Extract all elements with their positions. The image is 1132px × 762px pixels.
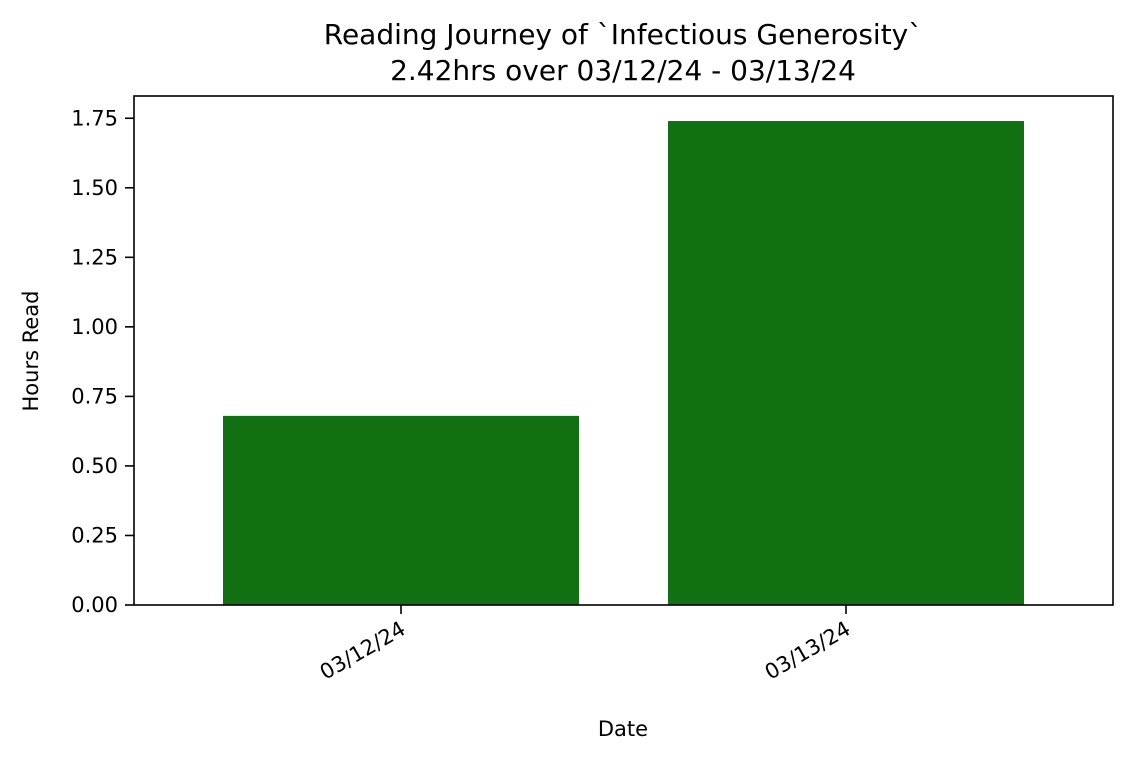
x-tick-label-1: 03/13/24 bbox=[761, 617, 855, 685]
chart-subtitle: 2.42hrs over 03/12/24 - 03/13/24 bbox=[390, 54, 856, 87]
x-axis-label: Date bbox=[598, 717, 648, 741]
y-tick-label-1: 0.25 bbox=[71, 523, 118, 547]
bars-group bbox=[223, 121, 1024, 606]
bar-0 bbox=[223, 415, 579, 605]
x-tick-label-0: 03/12/24 bbox=[316, 617, 410, 685]
y-tick-label-7: 1.75 bbox=[71, 106, 118, 130]
bar-1 bbox=[668, 121, 1024, 606]
y-tick-label-6: 1.50 bbox=[71, 176, 118, 200]
y-tick-label-2: 0.50 bbox=[71, 454, 118, 478]
plot-frame bbox=[133, 95, 1114, 606]
y-tick-label-4: 1.00 bbox=[71, 315, 118, 339]
chart-title: Reading Journey of `Infectious Generosit… bbox=[324, 18, 923, 51]
x-axis-ticks: 03/12/24 03/13/24 bbox=[316, 605, 855, 684]
y-tick-label-5: 1.25 bbox=[71, 245, 118, 269]
y-tick-label-0: 0.00 bbox=[71, 593, 118, 617]
y-axis-ticks: 0.00 0.25 0.50 0.75 1.00 1.25 1.50 1.75 bbox=[71, 106, 134, 617]
y-axis-label: Hours Read bbox=[19, 291, 43, 412]
y-tick-label-3: 0.75 bbox=[71, 384, 118, 408]
